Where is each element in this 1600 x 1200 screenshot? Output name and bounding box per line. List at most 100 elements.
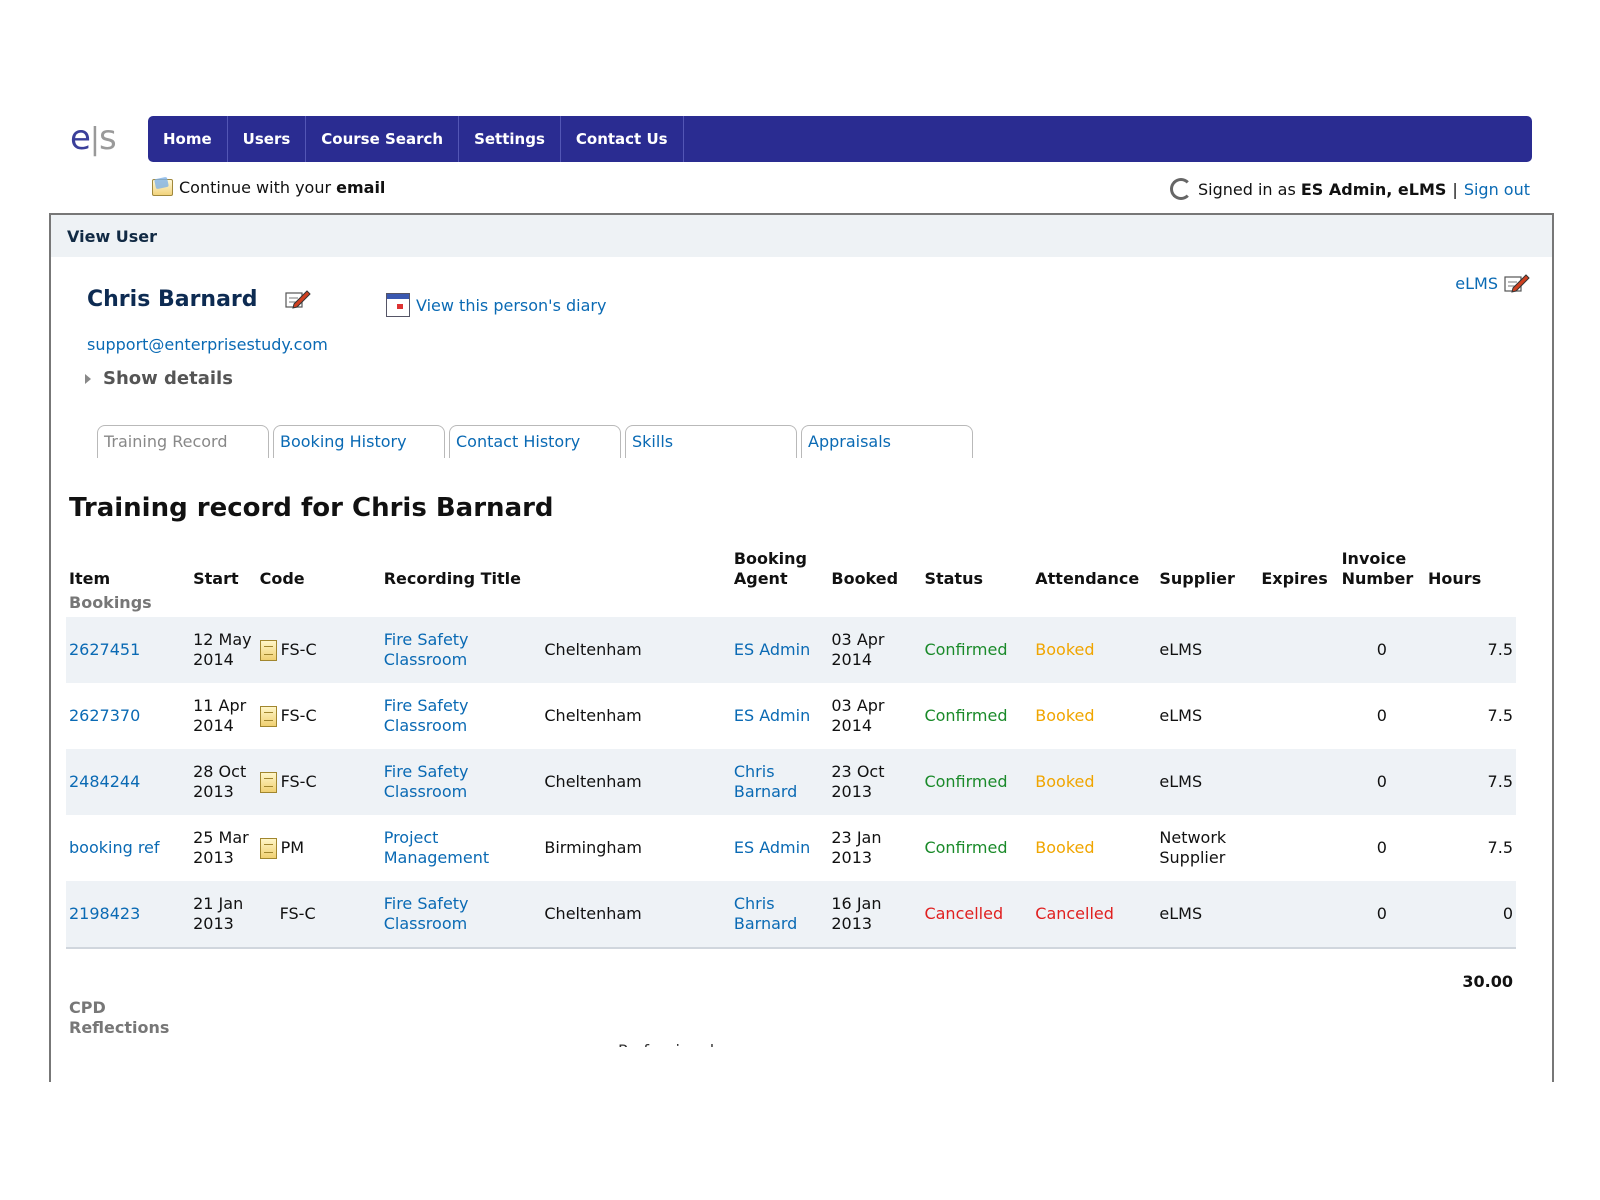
- document-icon[interactable]: [259, 639, 277, 661]
- hours: 0: [1502, 904, 1513, 923]
- tab-training-record[interactable]: Training Record: [97, 425, 269, 458]
- booking-agent-link[interactable]: Chris Barnard: [733, 894, 798, 933]
- course-code: FS-C: [279, 904, 316, 923]
- document-icon[interactable]: [259, 705, 277, 727]
- col-supplier[interactable]: Supplier: [1159, 569, 1235, 588]
- course-code: FS-C: [280, 705, 317, 725]
- course-title-link[interactable]: Fire Safety Classroom: [383, 696, 469, 735]
- course-code: FS-C: [280, 771, 317, 791]
- start-date: 25 Mar 2013: [193, 828, 249, 867]
- booking-agent-link[interactable]: ES Admin: [733, 706, 811, 725]
- view-user-panel: View User Chris Barnard View this person…: [49, 213, 1554, 1082]
- status: Cancelled: [924, 904, 1004, 923]
- item-link[interactable]: 2627451: [69, 640, 141, 659]
- col-code[interactable]: Code: [259, 569, 305, 588]
- start-date: 21 Jan 2013: [193, 894, 244, 933]
- calendar-icon: [386, 293, 410, 317]
- start-date: 12 May 2014: [193, 630, 252, 669]
- col-booked[interactable]: Booked: [831, 569, 899, 588]
- user-tabs: Training Record Booking History Contact …: [97, 425, 973, 458]
- es-logo[interactable]: e|s: [70, 118, 117, 158]
- supplier: eLMS: [1159, 772, 1203, 791]
- logo-e: e: [70, 118, 91, 158]
- col-recording-title[interactable]: Recording Title: [383, 569, 521, 588]
- edit-org-pen-icon[interactable]: [1504, 273, 1530, 293]
- invoice-number: 0: [1376, 772, 1387, 791]
- col-invoice-number[interactable]: Invoice Number: [1341, 549, 1414, 588]
- course-title-link[interactable]: Fire Safety Classroom: [383, 762, 469, 801]
- location: Cheltenham: [544, 904, 642, 923]
- course-title-link[interactable]: Fire Safety Classroom: [383, 630, 469, 669]
- expand-triangle-icon: [85, 373, 91, 384]
- col-start[interactable]: Start: [193, 569, 239, 588]
- booking-agent-link[interactable]: ES Admin: [733, 640, 811, 659]
- tab-skills[interactable]: Skills: [625, 425, 797, 458]
- table-row: 2627370 11 Apr 2014 FS-C Fire Safety Classr…: [66, 683, 1516, 749]
- col-item[interactable]: Item: [69, 569, 111, 588]
- attendance: Booked: [1035, 838, 1095, 857]
- booking-agent-link[interactable]: Chris Barnard: [733, 762, 798, 801]
- supplier: Network Supplier: [1159, 828, 1227, 867]
- main-nav: Home Users Course Search Settings Contac…: [148, 116, 1532, 162]
- training-record-table: Item Start Code Recording Title Booking …: [66, 545, 1516, 1015]
- org-edit[interactable]: eLMS: [1455, 273, 1530, 293]
- view-diary-label: View this person's diary: [416, 295, 607, 315]
- sign-out-link[interactable]: Sign out: [1463, 179, 1530, 199]
- document-icon[interactable]: [259, 771, 277, 793]
- col-status[interactable]: Status: [924, 569, 983, 588]
- course-title-link[interactable]: Fire Safety Classroom: [383, 894, 469, 933]
- start-date: 28 Oct 2013: [193, 762, 247, 801]
- nav-contact-us[interactable]: Contact Us: [561, 116, 684, 162]
- table-header-row: Item Start Code Recording Title Booking …: [66, 545, 1516, 593]
- item-link[interactable]: 2198423: [69, 904, 141, 923]
- location: Cheltenham: [544, 706, 642, 725]
- supplier: eLMS: [1159, 640, 1203, 659]
- invoice-number: 0: [1376, 904, 1387, 923]
- total-hours: 30.00: [66, 947, 1516, 1015]
- tab-contact-history[interactable]: Contact History: [449, 425, 621, 458]
- item-link[interactable]: booking ref: [69, 838, 160, 857]
- email-prompt[interactable]: Continue with your email: [152, 178, 385, 197]
- nav-settings[interactable]: Settings: [459, 116, 561, 162]
- item-link[interactable]: 2484244: [69, 772, 141, 791]
- booked-date: 03 Apr 2014: [831, 696, 885, 735]
- course-code: FS-C: [280, 639, 317, 659]
- col-hours[interactable]: Hours: [1428, 569, 1482, 588]
- code-cell: FS-C: [257, 881, 381, 948]
- expires: [1258, 815, 1338, 881]
- code-cell: FS-C: [257, 749, 381, 815]
- loading-spinner-icon: [1169, 178, 1192, 200]
- org-link[interactable]: eLMS: [1455, 273, 1498, 293]
- code-cell: FS-C: [257, 683, 381, 749]
- course-title-link[interactable]: Project Management: [383, 828, 490, 867]
- signed-in-separator: |: [1452, 179, 1458, 199]
- group-label-row: Bookings: [66, 593, 1516, 617]
- show-details-label: Show details: [103, 368, 233, 389]
- expires: [1258, 881, 1338, 948]
- hours: 7.5: [1487, 772, 1513, 791]
- hours: 7.5: [1487, 706, 1513, 725]
- status: Confirmed: [924, 772, 1008, 791]
- group-label: Bookings: [69, 593, 152, 612]
- col-booking-agent[interactable]: Booking Agent: [733, 549, 808, 588]
- booked-date: 23 Jan 2013: [831, 828, 882, 867]
- edit-pen-icon[interactable]: [285, 289, 311, 309]
- tab-appraisals[interactable]: Appraisals: [801, 425, 973, 458]
- view-diary-link[interactable]: View this person's diary: [386, 293, 606, 317]
- tab-booking-history[interactable]: Booking History: [273, 425, 445, 458]
- invoice-number: 0: [1376, 640, 1387, 659]
- expires: [1258, 617, 1338, 683]
- document-icon[interactable]: [259, 837, 277, 859]
- nav-course-search[interactable]: Course Search: [306, 116, 460, 162]
- person-email-link[interactable]: support@enterprisestudy.com: [87, 335, 328, 354]
- col-expires[interactable]: Expires: [1261, 569, 1328, 588]
- nav-users[interactable]: Users: [228, 116, 307, 162]
- location: Cheltenham: [544, 640, 642, 659]
- booking-agent-link[interactable]: ES Admin: [733, 838, 811, 857]
- invoice-number: 0: [1376, 838, 1387, 857]
- panel-title: View User: [51, 215, 1552, 257]
- item-link[interactable]: 2627370: [69, 706, 141, 725]
- show-details-toggle[interactable]: Show details: [85, 368, 233, 389]
- col-attendance[interactable]: Attendance: [1035, 569, 1140, 588]
- nav-home[interactable]: Home: [148, 116, 228, 162]
